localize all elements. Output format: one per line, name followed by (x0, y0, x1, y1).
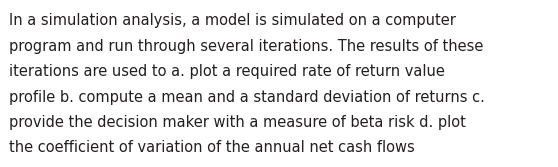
Text: profile b. compute a mean and a standard deviation of returns c.: profile b. compute a mean and a standard… (9, 90, 485, 105)
Text: the coefficient of variation of the annual net cash flows: the coefficient of variation of the annu… (9, 140, 415, 155)
Text: provide the decision maker with a measure of beta risk d. plot: provide the decision maker with a measur… (9, 115, 466, 130)
Text: iterations are used to a. plot a required rate of return value: iterations are used to a. plot a require… (9, 64, 445, 79)
Text: program and run through several iterations. The results of these: program and run through several iteratio… (9, 39, 483, 53)
Text: In a simulation analysis, a model is simulated on a computer: In a simulation analysis, a model is sim… (9, 13, 456, 28)
